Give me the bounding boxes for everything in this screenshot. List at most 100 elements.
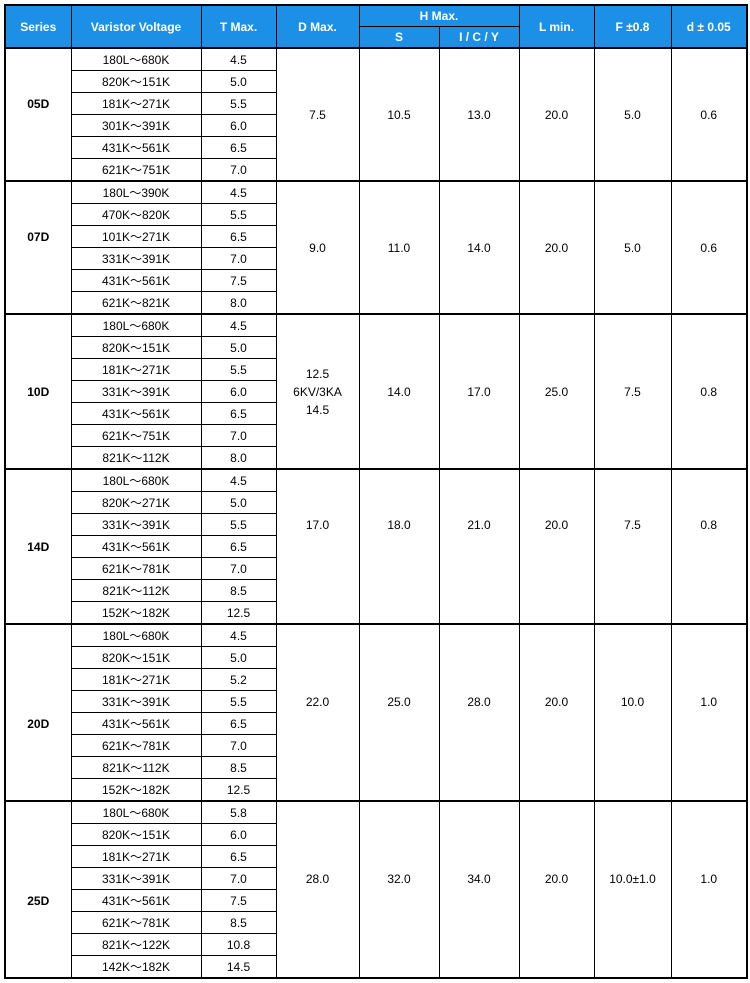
d-cell-blank: [671, 669, 747, 691]
s-cell-blank: [359, 801, 439, 824]
series-blank: [5, 801, 71, 824]
tmax-cell: 5.0: [201, 647, 276, 669]
lmin-cell-blank: [519, 602, 594, 625]
voltage-cell: 142K～182K: [71, 956, 201, 979]
d-cell-blank: [671, 912, 747, 934]
tmax-cell: 6.5: [201, 536, 276, 558]
voltage-cell: 821K～112K: [71, 757, 201, 779]
series-blank: [5, 447, 71, 470]
series-blank: [5, 779, 71, 802]
d-cell: 0.6: [671, 48, 747, 181]
d-cell-blank: [671, 624, 747, 647]
f-cell-blank: [594, 912, 671, 934]
series-blank: [5, 292, 71, 315]
d-cell: 0.8: [671, 314, 747, 469]
d-cell-blank: [671, 492, 747, 514]
tmax-cell: 4.5: [201, 624, 276, 647]
table-row: 180L～680K4.512.56KV/3KA14.514.017.025.07…: [5, 314, 747, 337]
tmax-cell: 5.5: [201, 204, 276, 226]
voltage-cell: 621K～821K: [71, 292, 201, 315]
f-cell-blank: [594, 956, 671, 979]
lmin-cell: 20.0: [519, 514, 594, 536]
dmax-blank: [276, 669, 359, 691]
series-blank: [5, 137, 71, 159]
s-cell: 14.0: [359, 314, 439, 469]
series-label: 25D: [5, 890, 71, 912]
series-blank: [5, 425, 71, 447]
s-cell-blank: [359, 890, 439, 912]
icy-cell-blank: [439, 602, 519, 625]
voltage-cell: 331K～391K: [71, 248, 201, 270]
col-s: S: [359, 27, 439, 49]
icy-cell-blank: [439, 757, 519, 779]
f-cell: 7.5: [594, 314, 671, 469]
voltage-cell: 431K～561K: [71, 713, 201, 735]
d-cell-blank: [671, 580, 747, 602]
table-header: Series Varistor Voltage T Max. D Max. H …: [5, 5, 747, 48]
dmax-blank: [276, 558, 359, 580]
voltage-cell: 180L～680K: [71, 801, 201, 824]
voltage-cell: 331K～391K: [71, 381, 201, 403]
f-cell: 7.5: [594, 514, 671, 536]
f-cell: 10.0±1.0: [594, 868, 671, 890]
col-series: Series: [5, 5, 71, 48]
dmax-blank: [276, 824, 359, 846]
icy-cell-blank: [439, 580, 519, 602]
d-cell-blank: [671, 956, 747, 979]
tmax-cell: 6.5: [201, 226, 276, 248]
voltage-cell: 152K～182K: [71, 779, 201, 802]
d-cell-blank: [671, 647, 747, 669]
table-row: 152K～182K12.5: [5, 779, 747, 802]
tmax-cell: 4.5: [201, 469, 276, 492]
series-blank: [5, 48, 71, 71]
lmin-cell-blank: [519, 558, 594, 580]
lmin-cell: 20.0: [519, 691, 594, 713]
table-body: 180L～680K4.57.510.513.020.05.00.6820K～15…: [5, 48, 747, 978]
s-cell-blank: [359, 735, 439, 757]
f-cell-blank: [594, 536, 671, 558]
icy-cell-blank: [439, 801, 519, 824]
icy-cell-blank: [439, 492, 519, 514]
icy-cell-blank: [439, 779, 519, 802]
table-row: 621K～781K7.0: [5, 735, 747, 757]
f-cell-blank: [594, 647, 671, 669]
voltage-cell: 821K～112K: [71, 447, 201, 470]
d-cell: 0.8: [671, 514, 747, 536]
table-row: 180L～680K5.8: [5, 801, 747, 824]
table-row: 25D431K～561K7.5: [5, 890, 747, 912]
lmin-cell-blank: [519, 580, 594, 602]
voltage-cell: 820K～151K: [71, 71, 201, 93]
col-d: d ± 0.05: [671, 5, 747, 48]
voltage-cell: 431K～561K: [71, 890, 201, 912]
f-cell-blank: [594, 824, 671, 846]
tmax-cell: 7.0: [201, 558, 276, 580]
f-cell-blank: [594, 735, 671, 757]
tmax-cell: 5.2: [201, 669, 276, 691]
voltage-cell: 820K～151K: [71, 647, 201, 669]
d-cell-blank: [671, 735, 747, 757]
s-cell-blank: [359, 956, 439, 979]
voltage-cell: 820K～151K: [71, 824, 201, 846]
voltage-cell: 820K～151K: [71, 337, 201, 359]
series-label: 14D: [5, 536, 71, 558]
dmax-blank: [276, 956, 359, 979]
s-cell-blank: [359, 647, 439, 669]
dmax-blank: [276, 735, 359, 757]
tmax-cell: 5.0: [201, 71, 276, 93]
varistor-spec-table: Series Varistor Voltage T Max. D Max. H …: [4, 4, 748, 979]
dmax-blank: [276, 580, 359, 602]
d-cell: 1.0: [671, 868, 747, 890]
tmax-cell: 5.5: [201, 93, 276, 115]
tmax-cell: 7.0: [201, 248, 276, 270]
voltage-cell: 431K～561K: [71, 137, 201, 159]
lmin-cell-blank: [519, 912, 594, 934]
tmax-cell: 12.5: [201, 602, 276, 625]
f-cell-blank: [594, 580, 671, 602]
series-blank: [5, 359, 71, 381]
series-blank: [5, 403, 71, 425]
dmax-cell: 12.56KV/3KA14.5: [276, 314, 359, 469]
dmax-blank: [276, 801, 359, 824]
series-label: 10D: [5, 381, 71, 403]
dmax-blank: [276, 890, 359, 912]
d-cell-blank: [671, 558, 747, 580]
